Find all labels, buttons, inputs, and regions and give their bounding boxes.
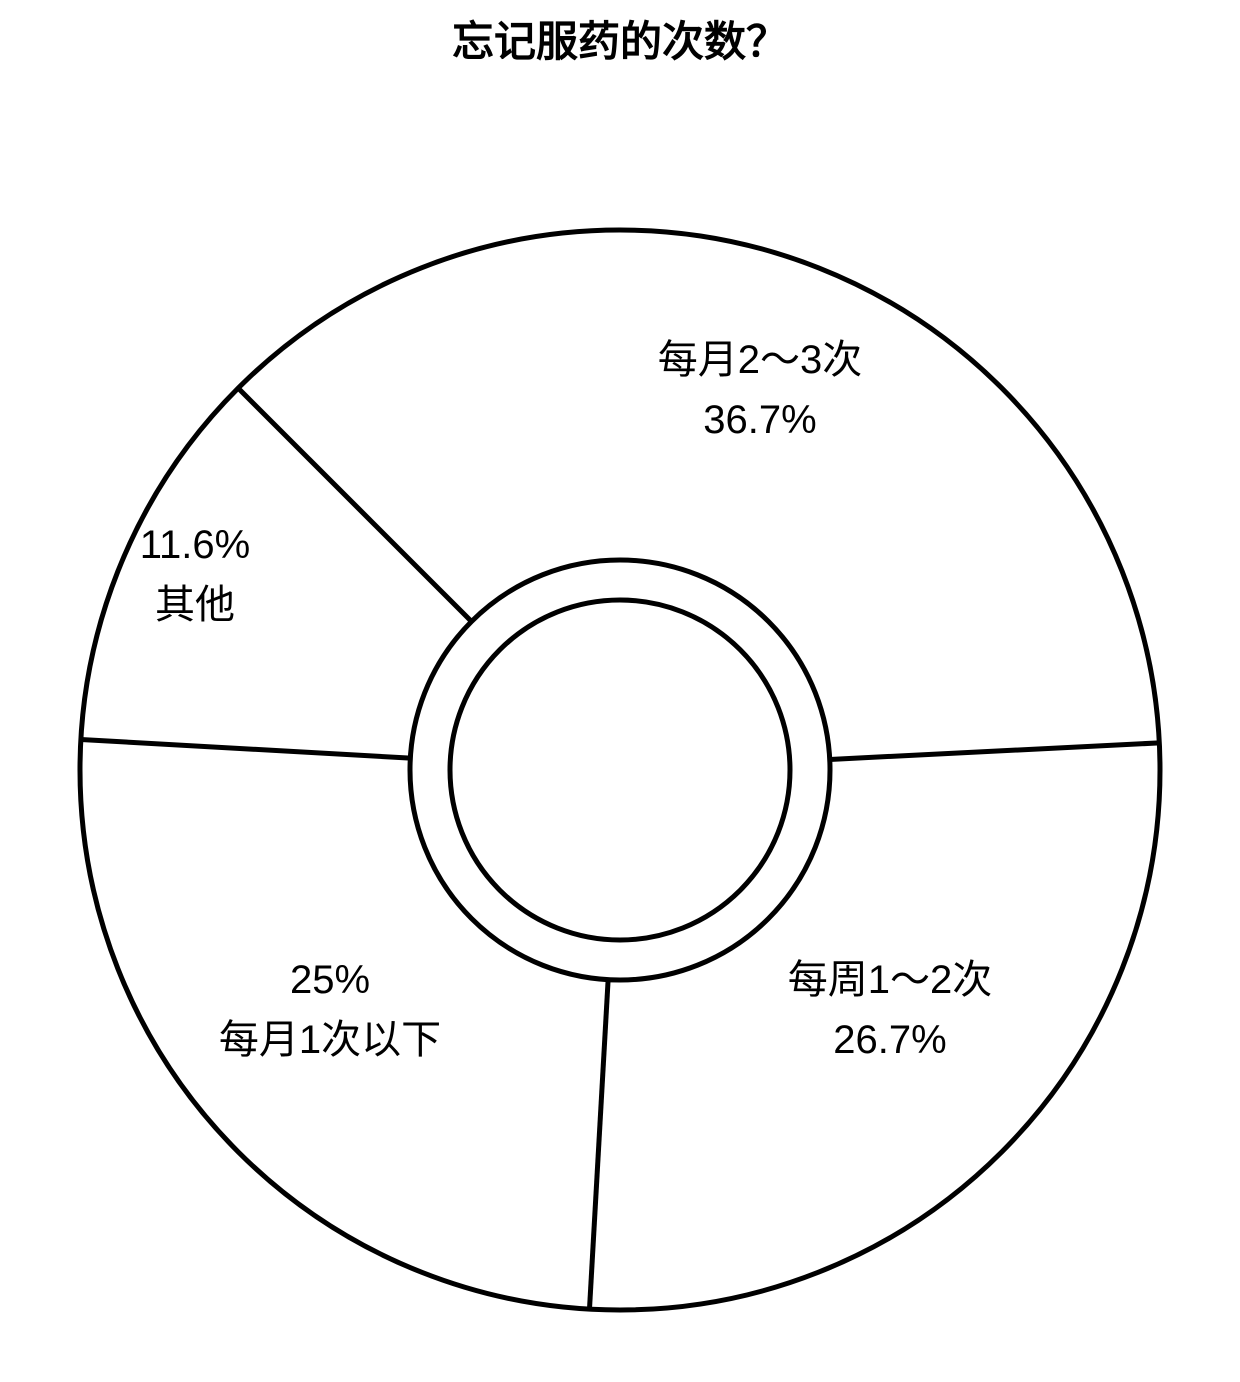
donut-svg (0, 0, 1240, 1377)
slice-label-line: 25% (219, 950, 441, 1010)
slice-label-line: 11.6% (140, 515, 250, 575)
slice-label-line: 每月1次以下 (219, 1010, 441, 1070)
slice-label-line: 每月2～3次 (658, 330, 863, 390)
slice-label: 每月2～3次36.7% (658, 330, 863, 450)
slice-label-line: 26.7% (788, 1010, 993, 1070)
donut-chart (0, 0, 1240, 1382)
slice-label: 11.6%其他 (140, 515, 250, 635)
slice-label-line: 36.7% (658, 390, 863, 450)
donut-inner-ring-inner (450, 600, 790, 940)
slice-label: 每周1～2次26.7% (788, 950, 993, 1070)
slice-label-line: 其他 (140, 575, 250, 635)
slice-label: 25%每月1次以下 (219, 950, 441, 1070)
slice-label-line: 每周1～2次 (788, 950, 993, 1010)
